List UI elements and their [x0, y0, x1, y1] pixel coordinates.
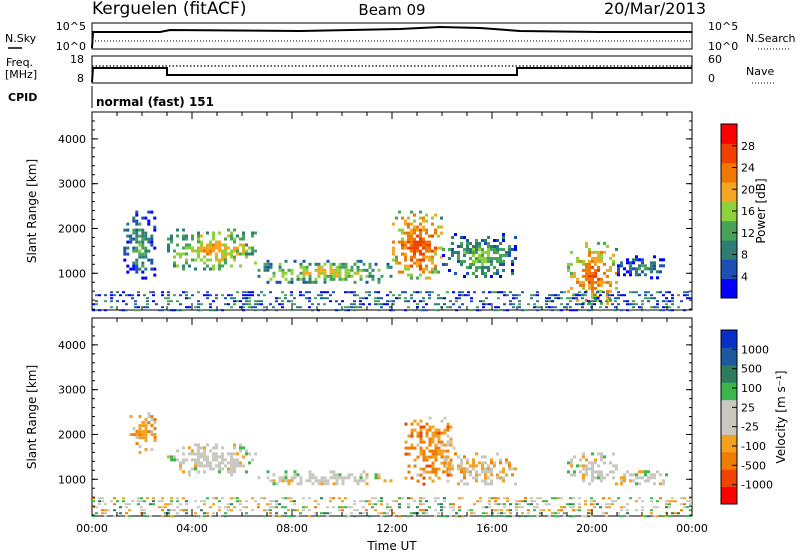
colorbar-tick-label: 4 [741, 270, 748, 283]
colorbar-tick-label: -100 [741, 440, 766, 453]
echo-region [257, 470, 393, 486]
colorbar-tick-label: -25 [741, 421, 759, 434]
echo-region [442, 452, 517, 486]
nsky-tick-top: 10^5 [56, 20, 86, 33]
y-tick-label: 3000 [58, 384, 86, 397]
beam-title: Beam 09 [358, 1, 425, 19]
colorbar-segment [721, 382, 737, 401]
x-tick-label: 00:00 [76, 522, 108, 535]
colorbar-tick-label: 12 [741, 227, 755, 240]
time-xlabel: Time UT [366, 539, 417, 553]
colorbar-segment [721, 451, 737, 470]
frequency-panel: Freq. [MHz] 18 8 60 0 Nave [5, 53, 776, 85]
colorbar-tick-label: 28 [741, 140, 755, 153]
x-tick-label: 00:00 [676, 522, 708, 535]
echo-region [392, 210, 443, 280]
colorbar-segment [721, 330, 737, 348]
date-title: 20/Mar/2013 [604, 0, 706, 18]
nsearch-label: N.Search [746, 32, 796, 45]
colorbar-tick-label: 16 [741, 205, 755, 218]
colorbar-segment [721, 469, 737, 488]
nsearch-tick-top: 10^5 [708, 20, 738, 33]
colorbar-tick-label: -500 [741, 459, 766, 472]
echo-region [257, 259, 393, 284]
velocity-colorbar-label: Velocity [m s⁻¹] [774, 370, 788, 463]
colorbar-segment [721, 486, 737, 505]
nave-label: Nave [746, 65, 774, 78]
colorbar-tick-label: -1000 [741, 479, 773, 492]
colorbar-segment [721, 364, 737, 383]
noise-panel: N.Sky 10^5 10^0 10^5 10^0 N.Search [5, 20, 796, 53]
nave-tick-bottom: 0 [708, 72, 715, 85]
colorbar-tick-label: 25 [741, 401, 755, 414]
colorbar-segment [721, 417, 737, 435]
colorbar-segment [721, 278, 737, 299]
colorbar-tick-label: 8 [741, 249, 748, 262]
power-colorbar: 4 8 12 16 20 24 28 [720, 123, 755, 299]
x-tick-label: 12:00 [376, 522, 408, 535]
colorbar-segment [721, 259, 737, 280]
echo-region [167, 228, 257, 271]
velocity-ylabel: Slant Range [km] [25, 365, 39, 469]
power-panel: 1000 2000 3000 4000 Slant Range [km] [25, 111, 693, 312]
echo-region [620, 470, 668, 486]
near-range-clutter [92, 291, 692, 312]
station-title: Kerguelen (fitACF) [92, 0, 246, 19]
echo-region [167, 443, 257, 477]
x-tick-label: 20:00 [576, 522, 608, 535]
colorbar-segment [721, 399, 737, 418]
nsky-label: N.Sky [5, 32, 37, 45]
freq-label-2: [MHz] [5, 68, 37, 81]
y-tick-label: 4000 [58, 339, 86, 352]
colorbar-segment [721, 124, 737, 144]
echo-region [123, 210, 157, 280]
echo-region [617, 255, 665, 280]
colorbar-tick-label: 500 [741, 363, 762, 376]
x-tick-label: 08:00 [276, 522, 308, 535]
power-colorbar-label: Power [dB] [754, 178, 768, 243]
colorbar-segment [721, 182, 737, 202]
freq-label-1: Freq. [6, 56, 33, 69]
colorbar-tick-label: 20 [741, 183, 755, 196]
colorbar-segment [721, 434, 737, 453]
colorbar-tick-label: 100 [741, 382, 762, 395]
echo-region [567, 241, 618, 305]
velocity-echo-regions [92, 412, 692, 518]
noise-sky-trace [91, 25, 692, 49]
colorbar-segment [721, 162, 737, 183]
colorbar-segment [721, 240, 737, 260]
colorbar-segment [721, 143, 737, 164]
velocity-panel: 1000 2000 3000 4000 00:00 04:00 08:00 12:00 16:0… [25, 317, 708, 553]
y-tick-label: 1000 [58, 473, 86, 486]
freq-tick-bottom: 8 [77, 72, 84, 85]
x-tick-label: 16:00 [476, 522, 508, 535]
colorbar-segment [721, 347, 737, 366]
echo-region [129, 412, 157, 455]
power-echo-regions [92, 210, 692, 312]
y-tick-label: 3000 [58, 178, 86, 191]
colorbar-segment [721, 201, 737, 222]
y-tick-label: 2000 [58, 222, 86, 235]
x-tick-label: 04:00 [176, 522, 208, 535]
colorbar-tick-label: 24 [741, 162, 755, 175]
velocity-colorbar: 1000 500 100 25 -25 -100 -500 -1000 [720, 329, 773, 505]
echo-region [442, 233, 517, 278]
nave-tick-top: 60 [708, 53, 722, 66]
frequency-trace [91, 67, 692, 83]
colorbar-tick-label: 1000 [741, 343, 769, 356]
y-tick-label: 1000 [58, 267, 86, 280]
echo-region [567, 452, 618, 486]
cpid-value: normal (fast) 151 [96, 95, 214, 109]
nsky-tick-bottom: 10^0 [56, 40, 86, 53]
colorbar-segment [721, 220, 737, 241]
nsearch-tick-bottom: 10^0 [708, 40, 738, 53]
near-range-clutter [92, 497, 692, 518]
y-tick-label: 4000 [58, 133, 86, 146]
freq-tick-top: 18 [70, 53, 84, 66]
power-ylabel: Slant Range [km] [25, 159, 39, 263]
y-tick-label: 2000 [58, 428, 86, 441]
cpid-label: CPID [8, 91, 37, 104]
